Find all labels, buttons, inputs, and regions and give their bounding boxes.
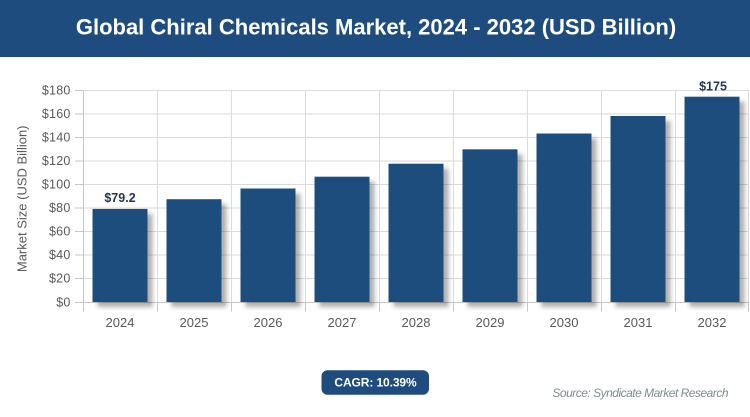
svg-text:$20: $20 xyxy=(49,272,70,286)
svg-text:$0: $0 xyxy=(56,296,70,310)
svg-text:$180: $180 xyxy=(42,84,71,98)
svg-text:2025: 2025 xyxy=(180,315,209,330)
svg-text:2030: 2030 xyxy=(550,315,579,330)
svg-text:Global Chiral Chemicals Market: Global Chiral Chemicals Market, 2024 - 2… xyxy=(76,15,676,40)
svg-text:$40: $40 xyxy=(49,248,70,262)
svg-text:$160: $160 xyxy=(42,107,71,121)
svg-text:$79.2: $79.2 xyxy=(104,191,135,205)
svg-text:$60: $60 xyxy=(49,225,70,239)
svg-text:2028: 2028 xyxy=(402,315,431,330)
svg-text:2026: 2026 xyxy=(254,315,283,330)
svg-text:2024: 2024 xyxy=(106,315,135,330)
svg-text:$100: $100 xyxy=(42,178,71,192)
svg-text:2029: 2029 xyxy=(476,315,505,330)
svg-text:2032: 2032 xyxy=(698,315,727,330)
svg-text:$80: $80 xyxy=(49,201,70,215)
svg-text:CAGR: 10.39%: CAGR: 10.39% xyxy=(334,376,417,390)
svg-text:2027: 2027 xyxy=(328,315,357,330)
svg-text:2031: 2031 xyxy=(624,315,653,330)
svg-text:$175: $175 xyxy=(699,80,727,94)
svg-text:Market Size (USD Billion): Market Size (USD Billion) xyxy=(15,125,30,272)
svg-text:$140: $140 xyxy=(42,131,71,145)
svg-text:Source: Syndicate Market Resea: Source: Syndicate Market Research xyxy=(552,386,728,400)
svg-text:$120: $120 xyxy=(42,154,71,168)
